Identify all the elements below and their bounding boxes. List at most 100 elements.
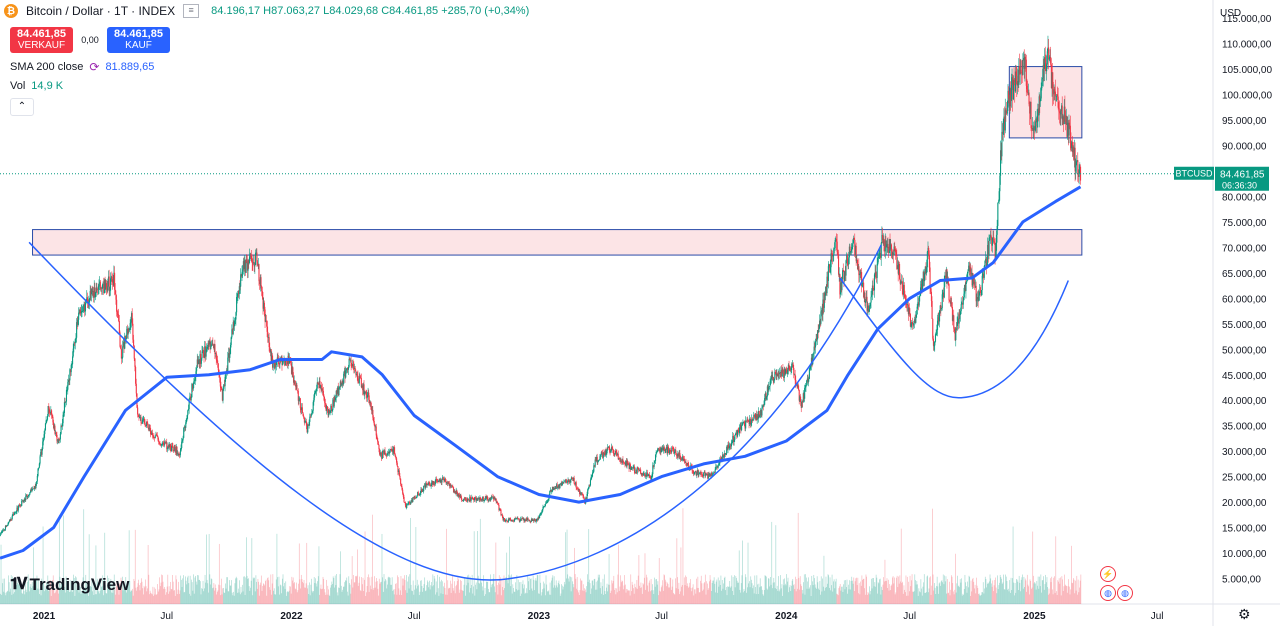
volume-bar — [986, 583, 988, 604]
volume-bar — [278, 576, 280, 604]
sma200-line[interactable] — [0, 185, 1082, 560]
volume-bar — [935, 593, 937, 604]
currency-selector[interactable]: USD — [1220, 8, 1242, 19]
volume-bar — [984, 576, 986, 604]
sell-button[interactable]: 84.461,85 VERKAUF — [10, 27, 73, 53]
volume-bar — [566, 578, 567, 604]
volume-bar — [914, 574, 916, 604]
chart-header: ₿ Bitcoin / Dollar · 1T · INDEX ≡ 84.196… — [4, 4, 529, 18]
volume-bar — [1001, 583, 1003, 604]
volume-bar — [682, 508, 684, 604]
event-lightning-icon[interactable]: ⚡ — [1100, 566, 1116, 582]
candle-body — [57, 440, 59, 444]
volume-bar — [1060, 595, 1062, 604]
candle-body — [812, 353, 814, 365]
event-flag-icon[interactable]: ◍ — [1100, 585, 1116, 601]
volume-bar — [844, 589, 846, 604]
candle-body — [264, 309, 266, 322]
sma-legend[interactable]: SMA 200 close ⟳ 81.889,65 — [10, 60, 154, 74]
volume-bar — [8, 575, 9, 604]
volume-bar — [617, 574, 619, 604]
volume-bar — [339, 574, 341, 604]
candle-body — [64, 401, 66, 403]
sma-settings-icon[interactable]: ⟳ — [89, 60, 100, 74]
volume-bar — [236, 578, 238, 604]
volume-bar — [934, 587, 936, 604]
volume-bar — [175, 575, 177, 604]
candle-body — [12, 513, 14, 516]
candle-body — [1004, 110, 1006, 131]
candle-body — [969, 267, 971, 272]
candle-body — [836, 241, 838, 252]
volume-bar — [970, 595, 971, 604]
volume-bar — [839, 583, 841, 604]
volume-bar — [693, 595, 695, 604]
volume-bar — [526, 593, 528, 604]
candle-body — [236, 296, 238, 313]
volume-bar — [873, 586, 875, 604]
candle-body — [714, 469, 716, 473]
volume-bar — [889, 584, 891, 604]
volume-bar — [111, 592, 112, 604]
volume-bar — [96, 578, 98, 604]
volume-bar — [572, 584, 574, 604]
volume-bar — [993, 585, 995, 604]
resistance-zone-rectangle[interactable] — [32, 229, 1083, 256]
symbol-title[interactable]: Bitcoin / Dollar · 1T · INDEX — [26, 4, 176, 18]
volume-bar — [165, 594, 167, 604]
compare-icon[interactable]: ≡ — [183, 4, 200, 18]
volume-bar — [811, 575, 813, 604]
large-cup-curve[interactable] — [28, 241, 882, 581]
candle-body — [266, 321, 268, 332]
volume-bar — [1028, 586, 1030, 604]
volume-bar — [770, 576, 771, 604]
volume-bar — [679, 594, 680, 604]
candle-body — [681, 459, 683, 461]
candle-body — [675, 454, 678, 456]
volume-bar — [869, 586, 870, 604]
volume-bar — [508, 574, 510, 604]
volume-legend[interactable]: Vol 14,9 K — [10, 80, 63, 92]
event-flag-icon[interactable]: ◍ — [1117, 585, 1133, 601]
small-cup-curve[interactable] — [839, 277, 1069, 399]
candle-body — [523, 518, 525, 522]
volume-bar — [417, 586, 419, 604]
volume-bar — [691, 591, 693, 604]
candle-body — [145, 421, 148, 427]
candle-body — [771, 375, 773, 378]
volume-bar — [665, 581, 667, 604]
volume-bar — [794, 588, 796, 604]
candle-body — [206, 347, 209, 349]
volume-bar — [147, 544, 149, 604]
candle-body — [739, 424, 741, 428]
volume-bar — [410, 584, 412, 604]
collapse-legend-button[interactable]: ⌃ — [10, 98, 34, 116]
price-axis-tag-countdown: 06:36:30 — [1222, 181, 1257, 191]
buy-button[interactable]: 84.461,85 KAUF — [107, 27, 170, 53]
volume-bar — [648, 591, 649, 604]
candle-body — [987, 244, 989, 256]
candle-body — [1037, 108, 1040, 116]
volume-bar — [904, 592, 906, 604]
volume-bar — [567, 574, 569, 604]
candle-body — [665, 447, 667, 449]
volume-bar — [565, 532, 567, 604]
volume-bar — [420, 580, 421, 604]
volume-bar — [313, 591, 314, 604]
volume-bar — [988, 583, 990, 604]
candle-body — [774, 371, 776, 379]
volume-bar — [552, 575, 554, 604]
candle-body — [326, 406, 328, 411]
candle-body — [941, 308, 943, 310]
time-axis-label: 2022 — [280, 611, 303, 622]
candle-body — [215, 352, 217, 354]
volume-bar — [714, 583, 716, 604]
volume-bar — [88, 534, 90, 604]
settings-gear-icon[interactable]: ⚙ — [1238, 606, 1251, 622]
candle-body — [1028, 92, 1030, 105]
volume-bar — [651, 590, 653, 604]
candle-body — [416, 495, 418, 498]
candle-body — [617, 453, 619, 460]
symbol-title-box[interactable]: ₿ Bitcoin / Dollar · 1T · INDEX ≡ — [4, 4, 205, 18]
